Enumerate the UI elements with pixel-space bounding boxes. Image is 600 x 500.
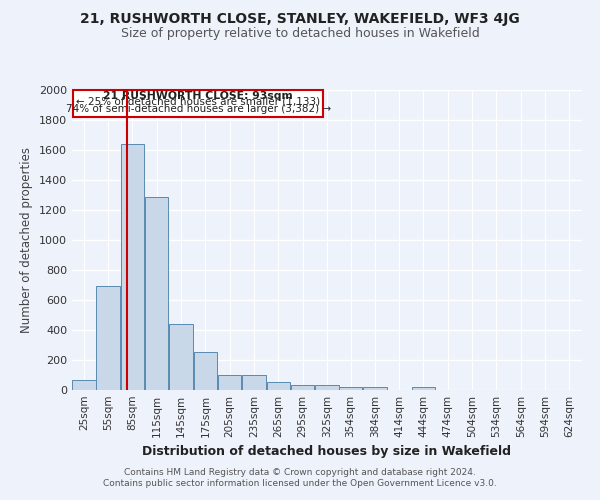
X-axis label: Distribution of detached houses by size in Wakefield: Distribution of detached houses by size … <box>143 446 511 458</box>
Bar <box>266 382 290 390</box>
Y-axis label: Number of detached properties: Number of detached properties <box>20 147 34 333</box>
Text: 74% of semi-detached houses are larger (3,382) →: 74% of semi-detached houses are larger (… <box>65 104 331 114</box>
Text: 21, RUSHWORTH CLOSE, STANLEY, WAKEFIELD, WF3 4JG: 21, RUSHWORTH CLOSE, STANLEY, WAKEFIELD,… <box>80 12 520 26</box>
Bar <box>194 352 217 390</box>
FancyBboxPatch shape <box>73 90 323 118</box>
Bar <box>315 384 339 390</box>
Bar <box>72 380 95 390</box>
Bar <box>412 387 435 390</box>
Text: Size of property relative to detached houses in Wakefield: Size of property relative to detached ho… <box>121 28 479 40</box>
Bar <box>169 324 193 390</box>
Bar <box>242 376 266 390</box>
Bar <box>291 384 314 390</box>
Text: Contains HM Land Registry data © Crown copyright and database right 2024.
Contai: Contains HM Land Registry data © Crown c… <box>103 468 497 487</box>
Bar <box>339 387 362 390</box>
Text: 21 RUSHWORTH CLOSE: 93sqm: 21 RUSHWORTH CLOSE: 93sqm <box>103 90 293 101</box>
Bar <box>363 387 386 390</box>
Bar <box>97 286 120 390</box>
Bar <box>145 197 169 390</box>
Text: ← 25% of detached houses are smaller (1,133): ← 25% of detached houses are smaller (1,… <box>76 97 320 107</box>
Bar <box>121 144 144 390</box>
Bar <box>218 376 241 390</box>
